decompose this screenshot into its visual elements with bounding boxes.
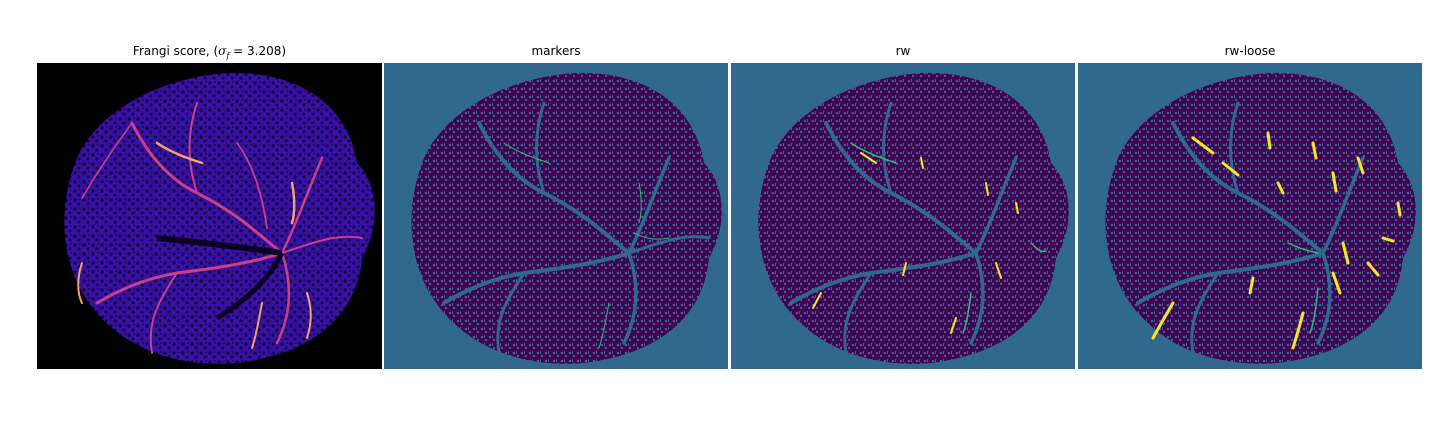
rw-svg [731, 63, 1075, 369]
rw-title: rw [895, 44, 911, 58]
rw-loose-svg [1078, 63, 1422, 369]
frangi-title: Frangi score, (σf = 3.208) [132, 44, 287, 61]
rw-loose-image [1078, 63, 1422, 369]
frangi-svg [37, 63, 382, 369]
markers-svg [384, 63, 728, 369]
rw-image [731, 63, 1075, 369]
rw-loose-title: rw-loose [1224, 44, 1276, 58]
markers-image [384, 63, 728, 369]
frangi-image [37, 63, 382, 369]
markers-title: markers [531, 44, 581, 58]
